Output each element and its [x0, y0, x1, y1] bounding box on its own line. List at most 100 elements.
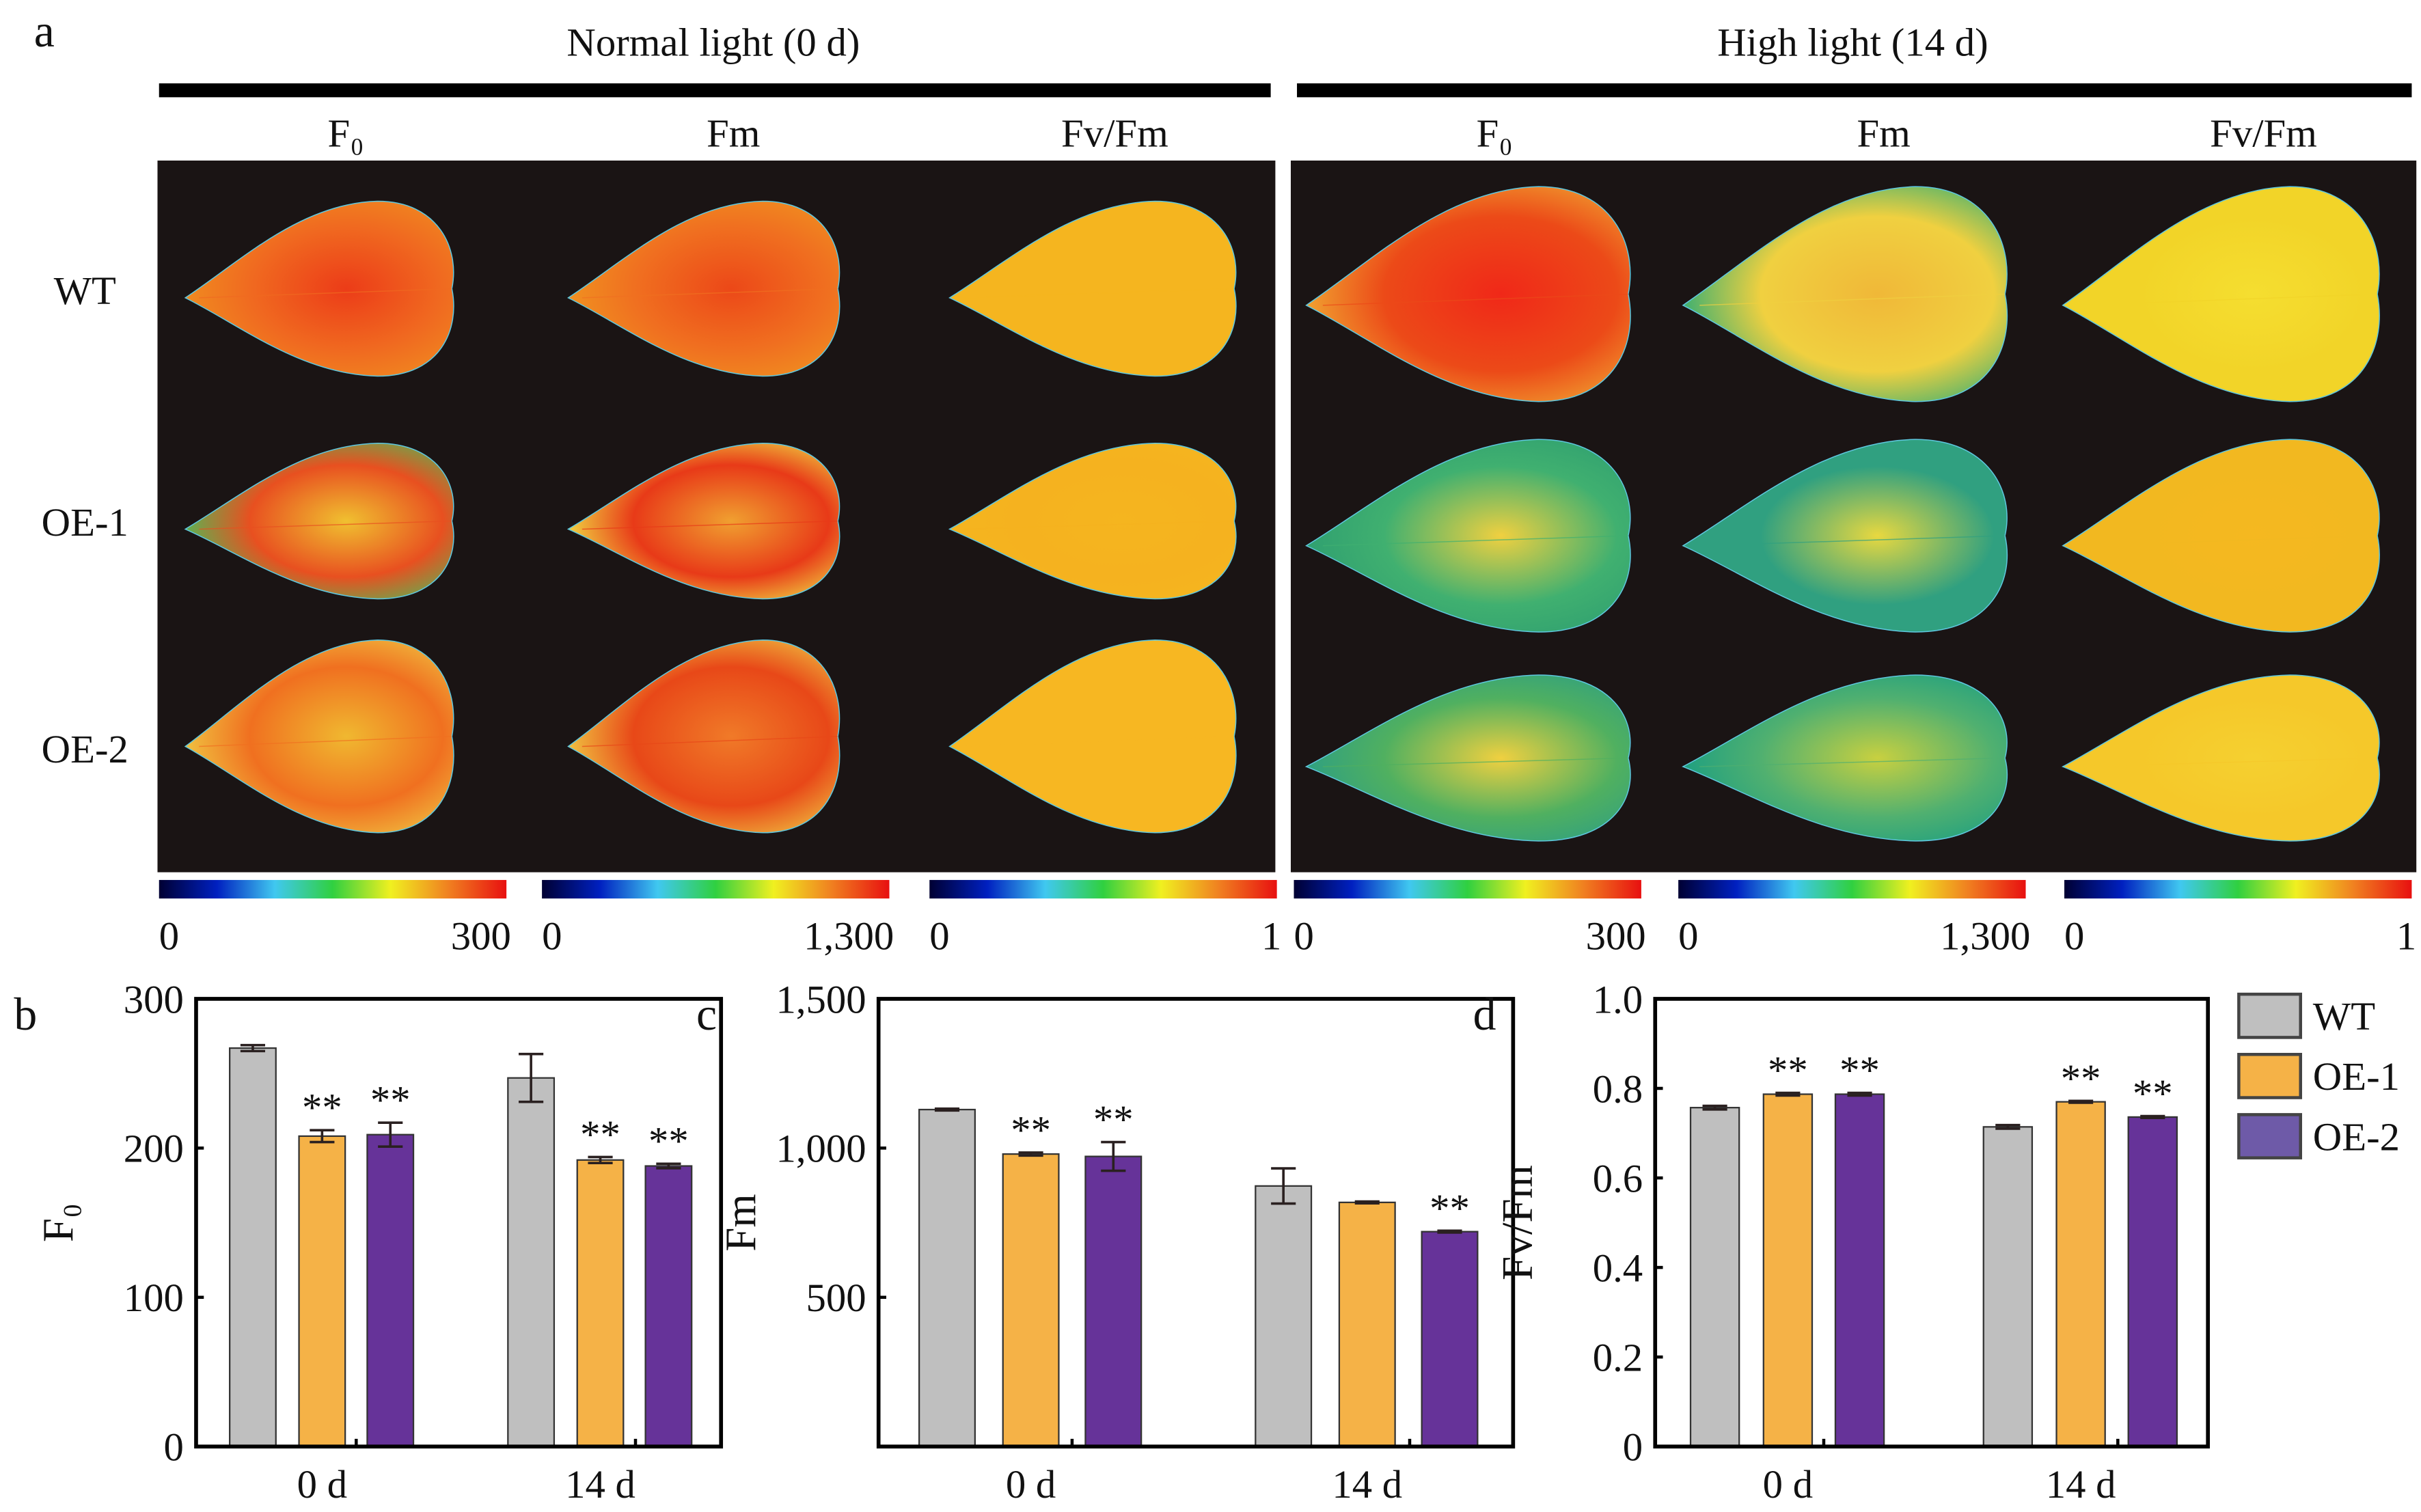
- x-tick-label: 0 d: [1763, 1462, 1813, 1507]
- leaf-image-oe-2-high-fm: [1683, 675, 2007, 841]
- error-bar: [2140, 1114, 2165, 1120]
- significance-marker: **: [1011, 1108, 1051, 1152]
- y-tick-label: 100: [124, 1276, 184, 1320]
- leaf-midrib: [1699, 294, 2005, 305]
- leaf-image-oe-1-normal-fm: [569, 443, 840, 599]
- leaf-midrib: [582, 289, 838, 298]
- leaf-midrib: [2079, 758, 2377, 767]
- significance-marker: **: [2061, 1056, 2101, 1101]
- y-tick-label: 1,500: [776, 977, 866, 1021]
- normal-light-title: Normal light (0 d): [566, 20, 860, 64]
- leaf-shape: [2063, 675, 2379, 841]
- y-tick-label: 0.2: [1593, 1335, 1643, 1379]
- leaf-shape: [569, 640, 840, 833]
- bar-wt-0d: [229, 1047, 277, 1448]
- colorbar-max-label: 1,300: [804, 914, 894, 959]
- legend-swatch-oe2: [2237, 1113, 2302, 1159]
- bar-wt-0d: [918, 1108, 976, 1448]
- y-axis-label: F₀: [34, 1203, 82, 1242]
- legend: WT OE-1 OE-2: [2237, 992, 2400, 1159]
- leaf-images: [185, 187, 2379, 841]
- leaf-shape: [1683, 187, 2007, 402]
- colorbar-max-label: 1: [2396, 914, 2416, 959]
- error-bar: [934, 1107, 960, 1112]
- legend-label-oe2: OE-2: [2313, 1114, 2400, 1159]
- error-bar: [1354, 1200, 1380, 1205]
- colorbar-max-label: 300: [451, 914, 511, 959]
- chart-d: d ** ** ** ** 0 0.2 0.4 0.6 0.8 1.0 0 d 14 d Fv/Fm: [1473, 977, 2210, 1507]
- leaf-midrib: [964, 737, 1234, 747]
- leaf-midrib: [582, 521, 838, 530]
- leaf-midrib: [964, 289, 1234, 298]
- y-tick-label: 0: [164, 1425, 184, 1470]
- colorbar-high-fm: [1678, 879, 2026, 899]
- row-label-oe2: OE-2: [42, 727, 128, 771]
- colorbar-max-label: 1: [1261, 914, 1281, 959]
- column-label-normal-f0: F₀: [328, 111, 364, 156]
- leaf-image-oe-1-high-fm: [1683, 439, 2007, 632]
- plot-frame: [194, 997, 724, 1449]
- leaf-midrib: [2079, 536, 2377, 546]
- leaf-midrib: [964, 521, 1234, 530]
- bar-oe-2-14d: [1421, 1231, 1479, 1448]
- column-label-normal-fvfm: Fv/Fm: [1061, 111, 1168, 156]
- y-tick-label: 0: [1623, 1425, 1643, 1470]
- error-bar: [1847, 1091, 1872, 1097]
- high-light-title: High light (14 d): [1717, 20, 1988, 64]
- leaf-image-wt-normal-f0: [185, 202, 454, 376]
- y-tick-label: 0.4: [1593, 1246, 1643, 1290]
- leaf-image-oe-1-high-f0: [1307, 439, 1630, 632]
- bar-oe-1-14d: [2055, 1101, 2106, 1448]
- column-label-normal-fm: Fm: [707, 111, 760, 156]
- leaf-midrib: [2079, 294, 2377, 305]
- colorbar-max-label: 300: [1586, 914, 1646, 959]
- leaf-image-wt-normal-fm: [569, 202, 840, 376]
- colorbars: 0 300 0 1,300 0 1 0 300 0 1,300 0 1: [159, 879, 2416, 959]
- legend-label-wt: WT: [2313, 994, 2375, 1039]
- colorbar-min-label: 0: [929, 914, 949, 959]
- leaf-midrib: [582, 737, 838, 747]
- significance-marker: **: [1839, 1048, 1880, 1092]
- legend-swatch-oe1: [2237, 1053, 2302, 1099]
- colorbar-high-fvfm: [2064, 879, 2412, 899]
- significance-marker: **: [2133, 1071, 2173, 1116]
- row-label-oe1: OE-1: [42, 500, 128, 545]
- plot-frame: [876, 997, 1516, 1449]
- colorbar-min-label: 0: [1678, 914, 1698, 959]
- leaf-shape: [185, 202, 454, 376]
- bar-wt-0d: [1689, 1107, 1740, 1448]
- error-bar: [1775, 1091, 1801, 1097]
- error-bar: [1702, 1104, 1727, 1111]
- colorbar-normal-f0: [159, 879, 507, 899]
- colorbar-min-label: 0: [1294, 914, 1314, 959]
- error-bar: [378, 1121, 403, 1148]
- plot-frame: [1653, 997, 2210, 1449]
- error-bar: [240, 1043, 266, 1053]
- y-tick-label: 300: [124, 977, 184, 1021]
- error-bar: [2068, 1099, 2094, 1104]
- y-axis-label: Fv/Fm: [1493, 1165, 1541, 1280]
- error-bar: [1437, 1229, 1462, 1234]
- leaf-midrib: [199, 289, 452, 298]
- panel-d-label: d: [1473, 989, 1496, 1040]
- x-tick-label: 0 d: [1006, 1462, 1056, 1507]
- error-bar: [310, 1129, 335, 1144]
- x-tick-label: 14 d: [2046, 1462, 2116, 1507]
- error-bar: [1101, 1140, 1126, 1172]
- bar-oe-1-14d: [1338, 1201, 1396, 1448]
- y-tick-label: 0.6: [1593, 1156, 1643, 1200]
- significance-marker: **: [370, 1078, 411, 1123]
- panel-a-label: a: [34, 5, 55, 57]
- y-tick-label: 500: [806, 1276, 866, 1320]
- significance-marker: **: [1768, 1048, 1808, 1092]
- colorbar-min-label: 0: [2064, 914, 2084, 959]
- leaf-shape: [569, 443, 840, 599]
- legend-swatch-wt: [2237, 992, 2302, 1039]
- x-tick-label: 14 d: [1332, 1462, 1402, 1507]
- significance-marker: **: [648, 1119, 689, 1164]
- leaf-image-oe-2-normal-f0: [185, 640, 454, 833]
- error-bar: [656, 1162, 681, 1170]
- leaf-midrib: [199, 737, 452, 747]
- bar-oe-2-0d: [366, 1133, 415, 1448]
